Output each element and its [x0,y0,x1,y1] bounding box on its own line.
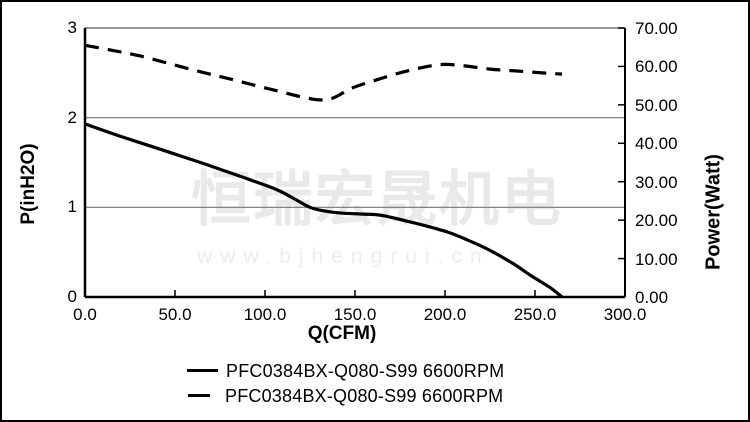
dashed-line-icon [188,394,210,397]
y-right-tick-label: 10.00 [635,249,678,269]
solid-line-icon [187,369,218,372]
legend-item-power-curve: PFC0384BX-Q080-S99 6600RPM [187,383,504,408]
y-left-tick-label: 3 [67,18,77,37]
y-axis-title-right: Power(Watt) [702,154,725,270]
legend-item-pressure-curve: PFC0384BX-Q080-S99 6600RPM [187,358,504,383]
x-tick-label: 50.0 [158,305,192,324]
x-axis-title: Q(CFM) [307,323,377,344]
x-tick-label: 200.0 [423,305,467,324]
y-left-tick-label: 0 [67,287,77,306]
y-right-tick-label: 70.00 [635,19,678,38]
y-axis-title-left: P(inH2O) [18,143,39,225]
y-right-tick-label: 60.00 [635,57,678,77]
y-right-tick-label: 30.00 [635,172,678,192]
y-right-tick-label: 20.00 [635,211,678,231]
x-tick-label: 0.0 [73,305,97,324]
power-curve [84,43,563,102]
y-left-tick-label: 2 [67,107,77,127]
y-right-tick-label: 40.00 [635,134,678,154]
y-right-tick-label: 0.00 [635,288,669,307]
x-tick-label: 100.0 [243,305,287,324]
legend-label: PFC0384BX-Q080-S99 6600RPM [225,385,504,406]
pressure-curve [84,122,563,299]
x-tick-label: 300.0 [603,305,647,324]
legend: PFC0384BX-Q080-S99 6600RPM PFC0384BX-Q08… [187,358,504,408]
x-tick-label: 250.0 [513,305,557,324]
y-left-tick-label: 1 [67,197,77,217]
legend-label: PFC0384BX-Q080-S99 6600RPM [226,360,505,381]
y-right-tick-label: 50.00 [635,95,678,115]
x-tick-label: 150.0 [333,305,377,324]
